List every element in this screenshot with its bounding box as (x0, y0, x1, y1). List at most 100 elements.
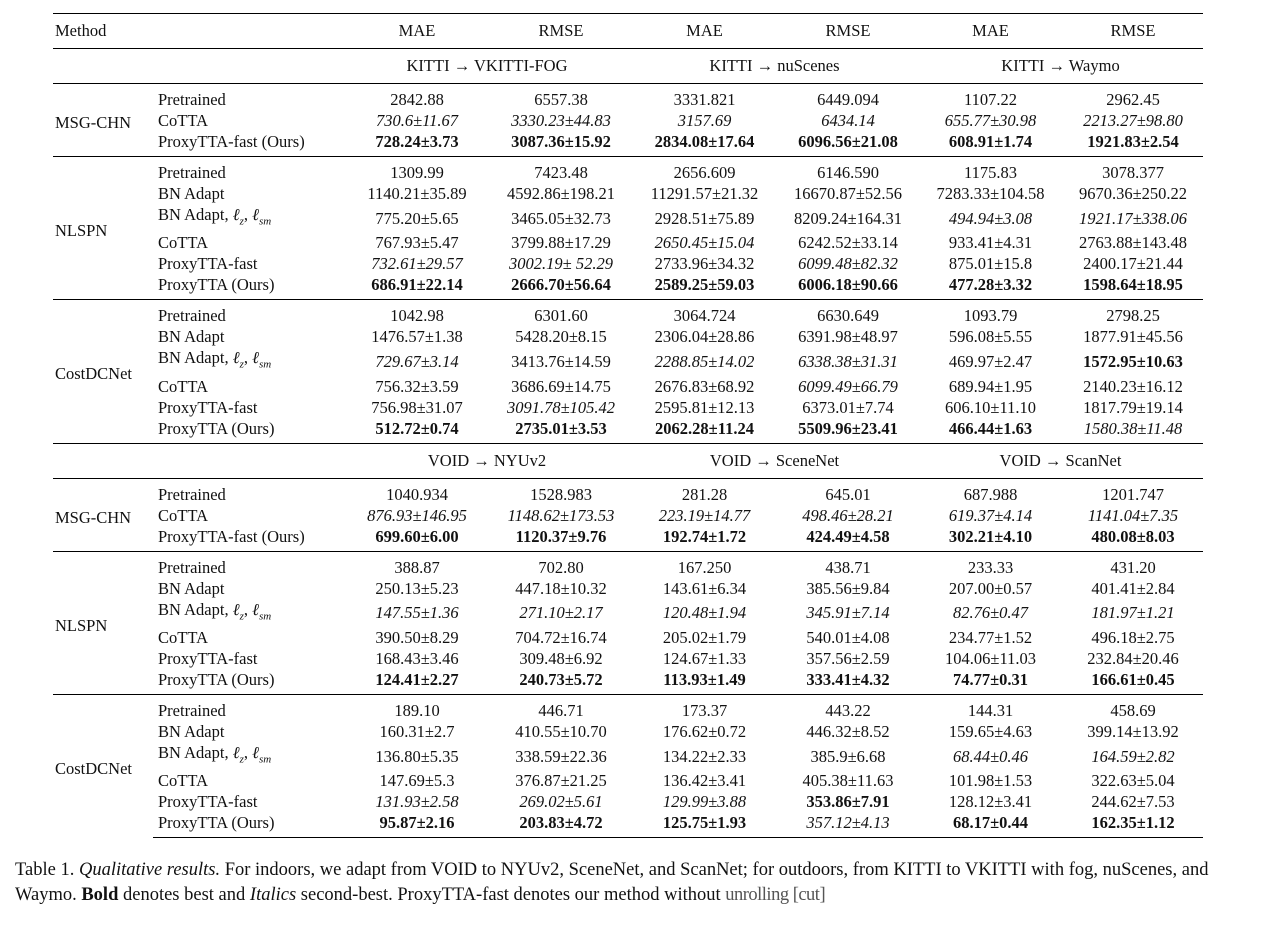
value-cell: 2650.45±15.04 (654, 233, 755, 253)
value-cell: 134.22±2.33 (662, 746, 747, 766)
value-cell: 1572.95±10.63 (1083, 351, 1183, 371)
value-cell: 480.08±8.03 (1091, 526, 1175, 546)
value-cell: 207.00±0.57 (948, 578, 1033, 598)
method-name: NLSPN (53, 155, 153, 300)
value-cell: 3078.377 (1063, 156, 1203, 183)
variant-name: CoTTA (158, 233, 209, 253)
value-cell: 3331.821 (631, 83, 778, 110)
value-cell: 1040.934 (343, 477, 491, 505)
value-cell: 2763.88±143.48 (1078, 233, 1188, 253)
variant-name: ProxyTTA (Ours) (153, 812, 343, 839)
variant-name: BN Adapt (158, 578, 225, 598)
domain-label: KITTI → nuScenes (631, 48, 918, 84)
value-cell: 269.02±5.61 (519, 792, 603, 812)
value-cell: 129.99±3.88 (662, 792, 747, 812)
value-cell: 166.61±0.45 (1091, 669, 1175, 689)
value-cell: 192.74±1.72 (662, 526, 747, 546)
value-cell: 147.55±1.36 (375, 603, 459, 623)
value-cell: 6338.38±31.31 (798, 351, 898, 371)
domain-blank (153, 442, 343, 479)
value-cell: 353.86±7.91 (806, 792, 890, 812)
value-cell: 2062.28±11.24 (655, 418, 754, 438)
value-cell: 68.44±0.46 (952, 746, 1029, 766)
value-cell: 357.12±4.13 (778, 812, 918, 839)
value-cell: 1141.04±7.35 (1087, 505, 1179, 525)
value-cell: 1107.22 (918, 83, 1063, 110)
value-cell: 144.31 (918, 693, 1063, 721)
header-blank (153, 13, 343, 49)
table-row: ProxyTTA-fast (Ours) 728.24±3.73 3087.36±1… (53, 131, 1203, 157)
value-cell: 9670.36±250.22 (1078, 184, 1188, 203)
caption-cut-text: unrolling [cut] (725, 885, 826, 905)
domain-row: KITTI → VKITTI-FOG KITTI → nuScenes KITTI … (53, 48, 1203, 84)
value-cell: 143.61±6.34 (662, 578, 747, 598)
value-cell: 2400.17±21.44 (1083, 254, 1183, 274)
value-cell: 1528.983 (491, 477, 631, 505)
variant-name: ProxyTTA (Ours) (158, 669, 275, 689)
variant-name: Pretrained (153, 156, 343, 183)
value-cell: 16670.87±52.56 (793, 184, 903, 203)
value-cell: 1140.21±35.89 (367, 184, 467, 203)
value-cell: 496.18±2.75 (1091, 627, 1175, 647)
value-cell: 302.21±4.10 (948, 526, 1033, 546)
value-cell: 2656.609 (631, 156, 778, 183)
variant-name: CoTTA (158, 505, 209, 525)
value-cell: 189.10 (343, 693, 491, 721)
variant-name: ProxyTTA (Ours) (158, 275, 275, 295)
header-metric: MAE (918, 13, 1063, 49)
value-cell: 164.59±2.82 (1091, 746, 1175, 766)
table-row: ProxyTTA (Ours) 686.91±22.14 2666.70±56.64… (53, 274, 1203, 300)
value-cell: 466.44±1.63 (948, 418, 1033, 438)
value-cell: 101.98±1.53 (948, 771, 1033, 791)
value-cell: 875.01±15.8 (948, 254, 1033, 274)
value-cell: 686.91±22.14 (371, 275, 463, 295)
value-cell: 446.71 (491, 693, 631, 721)
table-row: BN Adapt, ℓz, ℓsm 729.67±3.14 3413.76±14.5… (53, 347, 1203, 375)
value-cell: 173.37 (631, 693, 778, 721)
value-cell: 3799.88±17.29 (511, 233, 611, 253)
value-cell: 6630.649 (778, 299, 918, 327)
value-cell: 2589.25±59.03 (654, 275, 755, 295)
header-method: Method (53, 13, 153, 49)
value-cell: 2666.70±56.64 (511, 275, 611, 295)
value-cell: 6006.18±90.66 (798, 275, 898, 295)
value-cell: 3002.19± 52.29 (509, 254, 613, 274)
value-cell: 322.63±5.04 (1091, 771, 1175, 791)
value-cell: 6434.14 (821, 111, 875, 130)
value-cell: 3064.724 (631, 299, 778, 327)
value-cell: 732.61±29.57 (371, 254, 463, 274)
value-cell: 6391.98±48.97 (798, 327, 898, 347)
value-cell: 82.76±0.47 (952, 603, 1029, 623)
table-row: ProxyTTA (Ours) 95.87±2.16 203.83±4.72 125.… (53, 812, 1203, 839)
value-cell: 68.17±0.44 (918, 812, 1063, 839)
value-cell: 1580.38±11.48 (1083, 418, 1183, 438)
variant-name: BN Adapt, ℓz, ℓsm (158, 205, 272, 228)
variant-name: BN Adapt, ℓz, ℓsm (158, 599, 272, 622)
value-cell: 447.18±10.32 (515, 578, 607, 598)
value-cell: 1598.64±18.95 (1083, 275, 1183, 295)
value-cell: 281.28 (631, 477, 778, 505)
value-cell: 3087.36±15.92 (511, 132, 611, 151)
results-table: Method MAE RMSE MAE RMSE MAE RMSE KITTI → VKITT… (53, 13, 1203, 839)
table-row: BN Adapt 250.13±5.23 447.18±10.32 143.61±6.… (53, 578, 1203, 599)
value-cell: 6099.49±66.79 (798, 376, 898, 396)
value-cell: 405.38±11.63 (802, 771, 894, 791)
value-cell: 2676.83±68.92 (654, 376, 755, 396)
value-cell: 540.01±4.08 (806, 627, 890, 647)
value-cell: 131.93±2.58 (375, 792, 459, 812)
value-cell: 120.48±1.94 (662, 603, 747, 623)
value-cell: 3413.76±14.59 (511, 351, 611, 371)
table-row: ProxyTTA-fast (Ours) 699.60±6.00 1120.37±9… (53, 526, 1203, 552)
value-cell: 338.59±22.36 (515, 746, 607, 766)
header-metric: MAE (343, 13, 491, 49)
value-cell: 333.41±4.32 (806, 669, 890, 689)
caption-italics-word: Italics (249, 885, 297, 905)
value-cell: 2306.04±28.86 (654, 327, 755, 347)
value-cell: 345.91±7.14 (806, 603, 890, 623)
table-row: MSG-CHN Pretrained 2842.88 6557.38 3331.821 6… (53, 83, 1203, 157)
value-cell: 223.19±14.77 (658, 505, 751, 525)
value-cell: 494.94±3.08 (948, 208, 1033, 228)
value-cell: 1817.79±19.14 (1083, 397, 1183, 417)
value-cell: 128.12±3.41 (948, 792, 1033, 812)
value-cell: 498.46±28.21 (802, 505, 894, 525)
